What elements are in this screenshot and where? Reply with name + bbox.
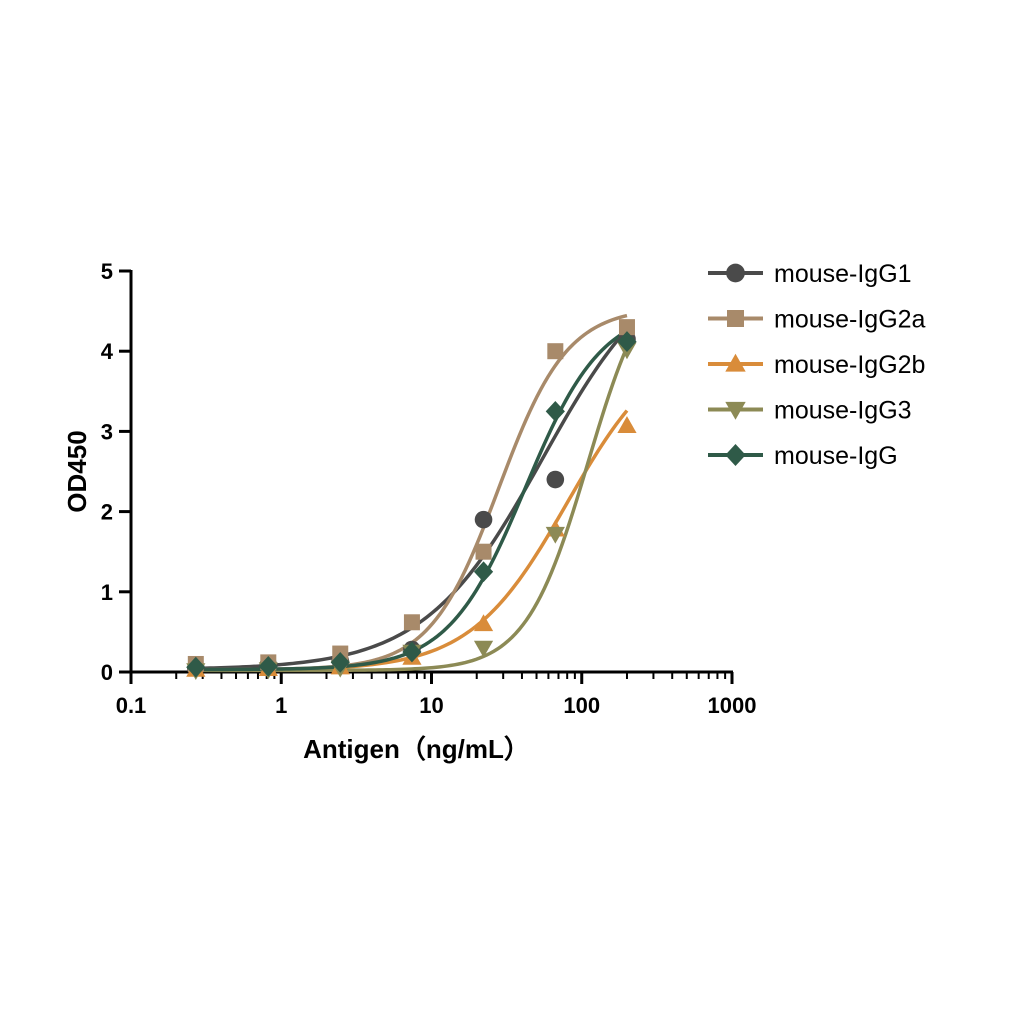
legend-marker	[726, 263, 745, 283]
y-axis-title: OD450	[62, 430, 92, 512]
data-point-mouse-IgG3	[545, 526, 565, 544]
legend-marker	[725, 401, 746, 420]
data-point-mouse-IgG	[258, 655, 278, 677]
y-tick-label: 4	[101, 339, 114, 364]
data-point-mouse-IgG	[402, 641, 422, 663]
legend-marker	[727, 310, 744, 327]
y-tick-label: 0	[101, 660, 113, 685]
data-point-mouse-IgG3	[473, 640, 494, 658]
data-point-mouse-IgG2a	[547, 343, 564, 360]
legend-marker	[725, 443, 746, 467]
data-points	[186, 319, 637, 680]
y-tick-label: 2	[101, 500, 113, 525]
legend-marker	[725, 353, 746, 372]
legend-label: mouse-IgG2a	[774, 306, 926, 334]
y-tick-label: 3	[101, 419, 113, 444]
data-point-mouse-IgG2a	[403, 614, 420, 631]
axes: 0 1 2 3 4 5 0.1 1 10 100 1000	[101, 259, 757, 718]
data-point-mouse-IgG	[473, 561, 494, 583]
x-tick-label: 10	[419, 693, 443, 718]
legend-item: mouse-IgG1	[708, 260, 912, 288]
legend: mouse-IgG1 mouse-IgG2a mouse-IgG2b mouse-Ig…	[708, 260, 926, 470]
legend-label: mouse-IgG	[774, 442, 898, 470]
legend-item: mouse-IgG	[708, 442, 898, 470]
x-tick-label: 1	[275, 693, 287, 718]
legend-item: mouse-IgG3	[708, 397, 912, 425]
data-point-mouse-IgG1	[546, 470, 565, 489]
x-tick-label: 100	[563, 693, 600, 718]
data-point-mouse-IgG	[330, 651, 350, 673]
data-point-mouse-IgG	[545, 400, 565, 422]
data-point-mouse-IgG	[186, 656, 206, 678]
y-tick-label: 1	[101, 580, 113, 605]
data-point-mouse-IgG2b	[617, 416, 637, 433]
data-point-mouse-IgG2a	[475, 543, 492, 560]
y-tick-label: 5	[101, 259, 113, 284]
legend-label: mouse-IgG3	[774, 397, 912, 425]
legend-label: mouse-IgG2b	[774, 351, 925, 379]
data-point-mouse-IgG2a	[618, 319, 635, 336]
legend-item: mouse-IgG2b	[708, 351, 925, 379]
data-point-mouse-IgG2b	[473, 614, 494, 632]
x-tick-label: 0.1	[116, 693, 147, 718]
data-point-mouse-IgG1	[474, 510, 493, 529]
x-tick-label: 1000	[708, 693, 757, 718]
legend-label: mouse-IgG1	[774, 260, 912, 288]
legend-item: mouse-IgG2a	[708, 306, 926, 334]
data-point-mouse-IgG	[617, 331, 637, 352]
x-axis-title: Antigen（ng/mL）	[303, 734, 530, 764]
